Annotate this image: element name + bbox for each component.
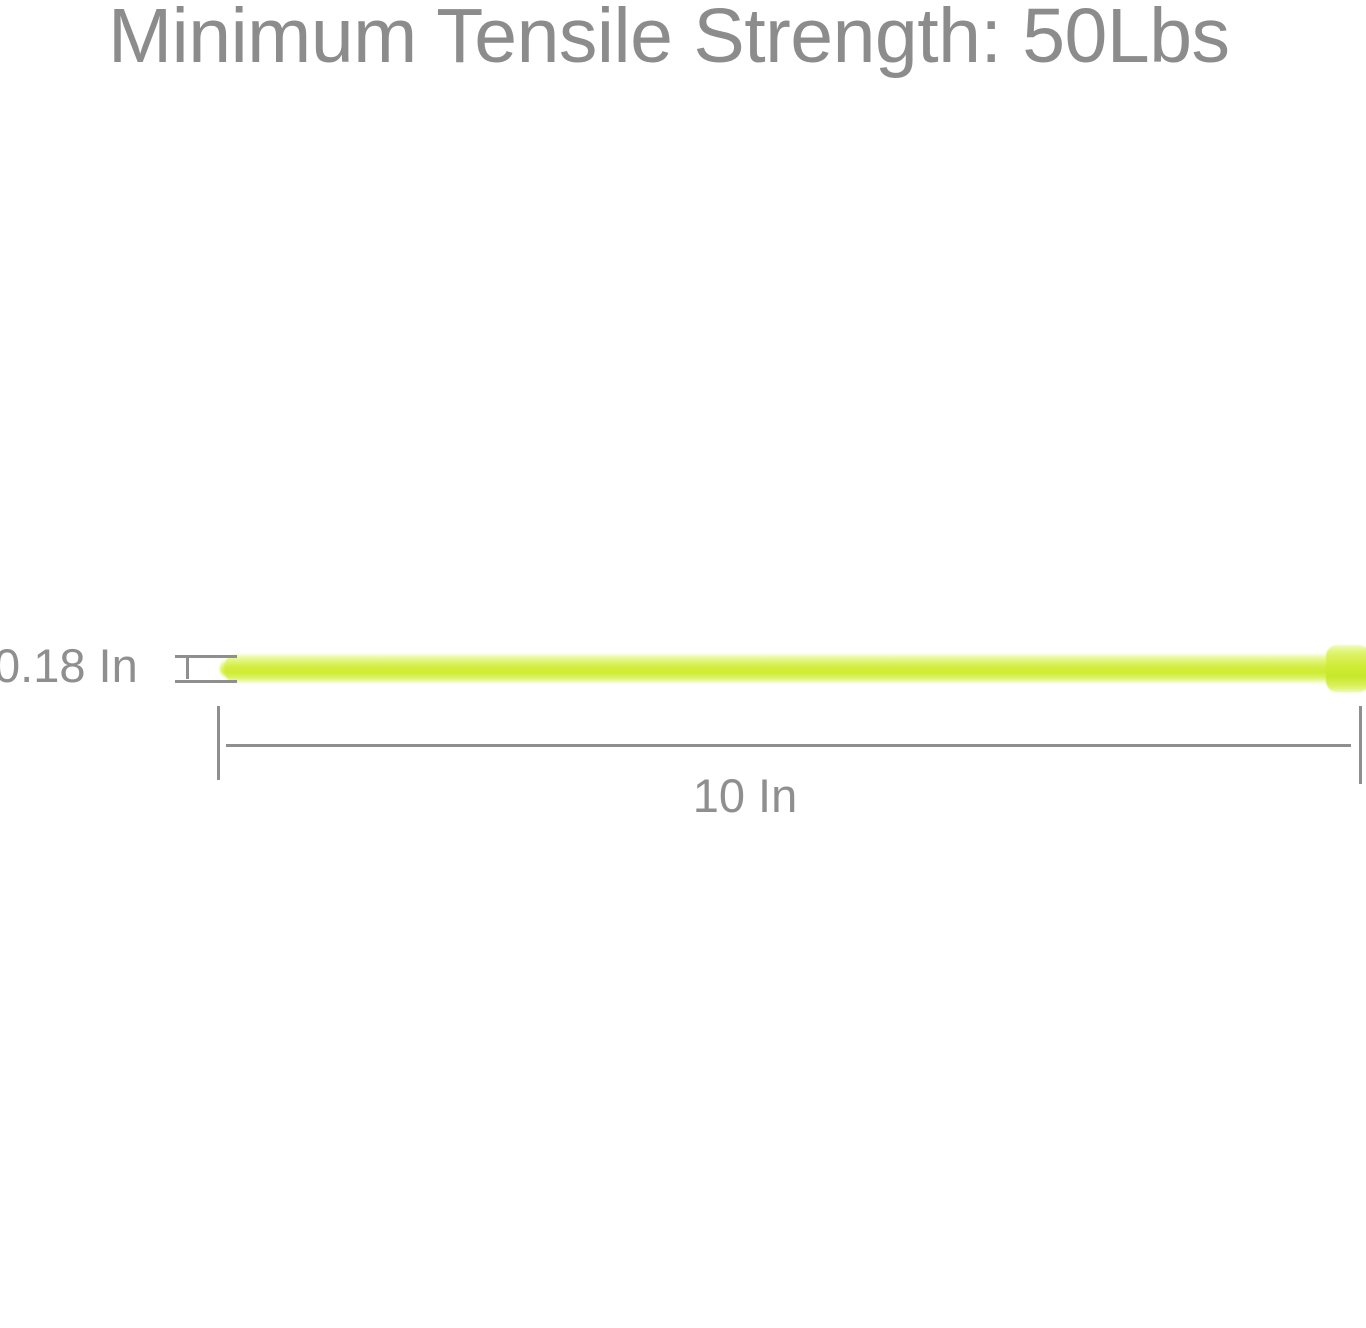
cable-tie-tail-tip-icon: [220, 658, 246, 679]
cable-tie-head-shadow: [1330, 683, 1366, 691]
cable-tie-strap-icon: [224, 653, 1344, 684]
page-title: Minimum Tensile Strength: 50Lbs: [108, 0, 1230, 79]
width-dimension-label: 0.18 In: [0, 639, 138, 692]
cable-tie-head-icon: [1326, 645, 1366, 692]
length-dimension-label: 10 In: [692, 769, 798, 822]
length-dimension-tick-right: [1359, 706, 1362, 784]
width-dimension-bracket-bottom: [175, 680, 237, 683]
width-dimension-bracket-top: [175, 655, 237, 658]
product-spec-diagram: Minimum Tensile Strength: 50Lbs 0.18 In …: [0, 0, 1366, 822]
length-dimension-line: [226, 744, 1351, 747]
cable-tie-illustration: [220, 645, 1366, 692]
length-dimension-tick-left: [217, 706, 220, 780]
width-dimension-tick: [186, 657, 189, 679]
